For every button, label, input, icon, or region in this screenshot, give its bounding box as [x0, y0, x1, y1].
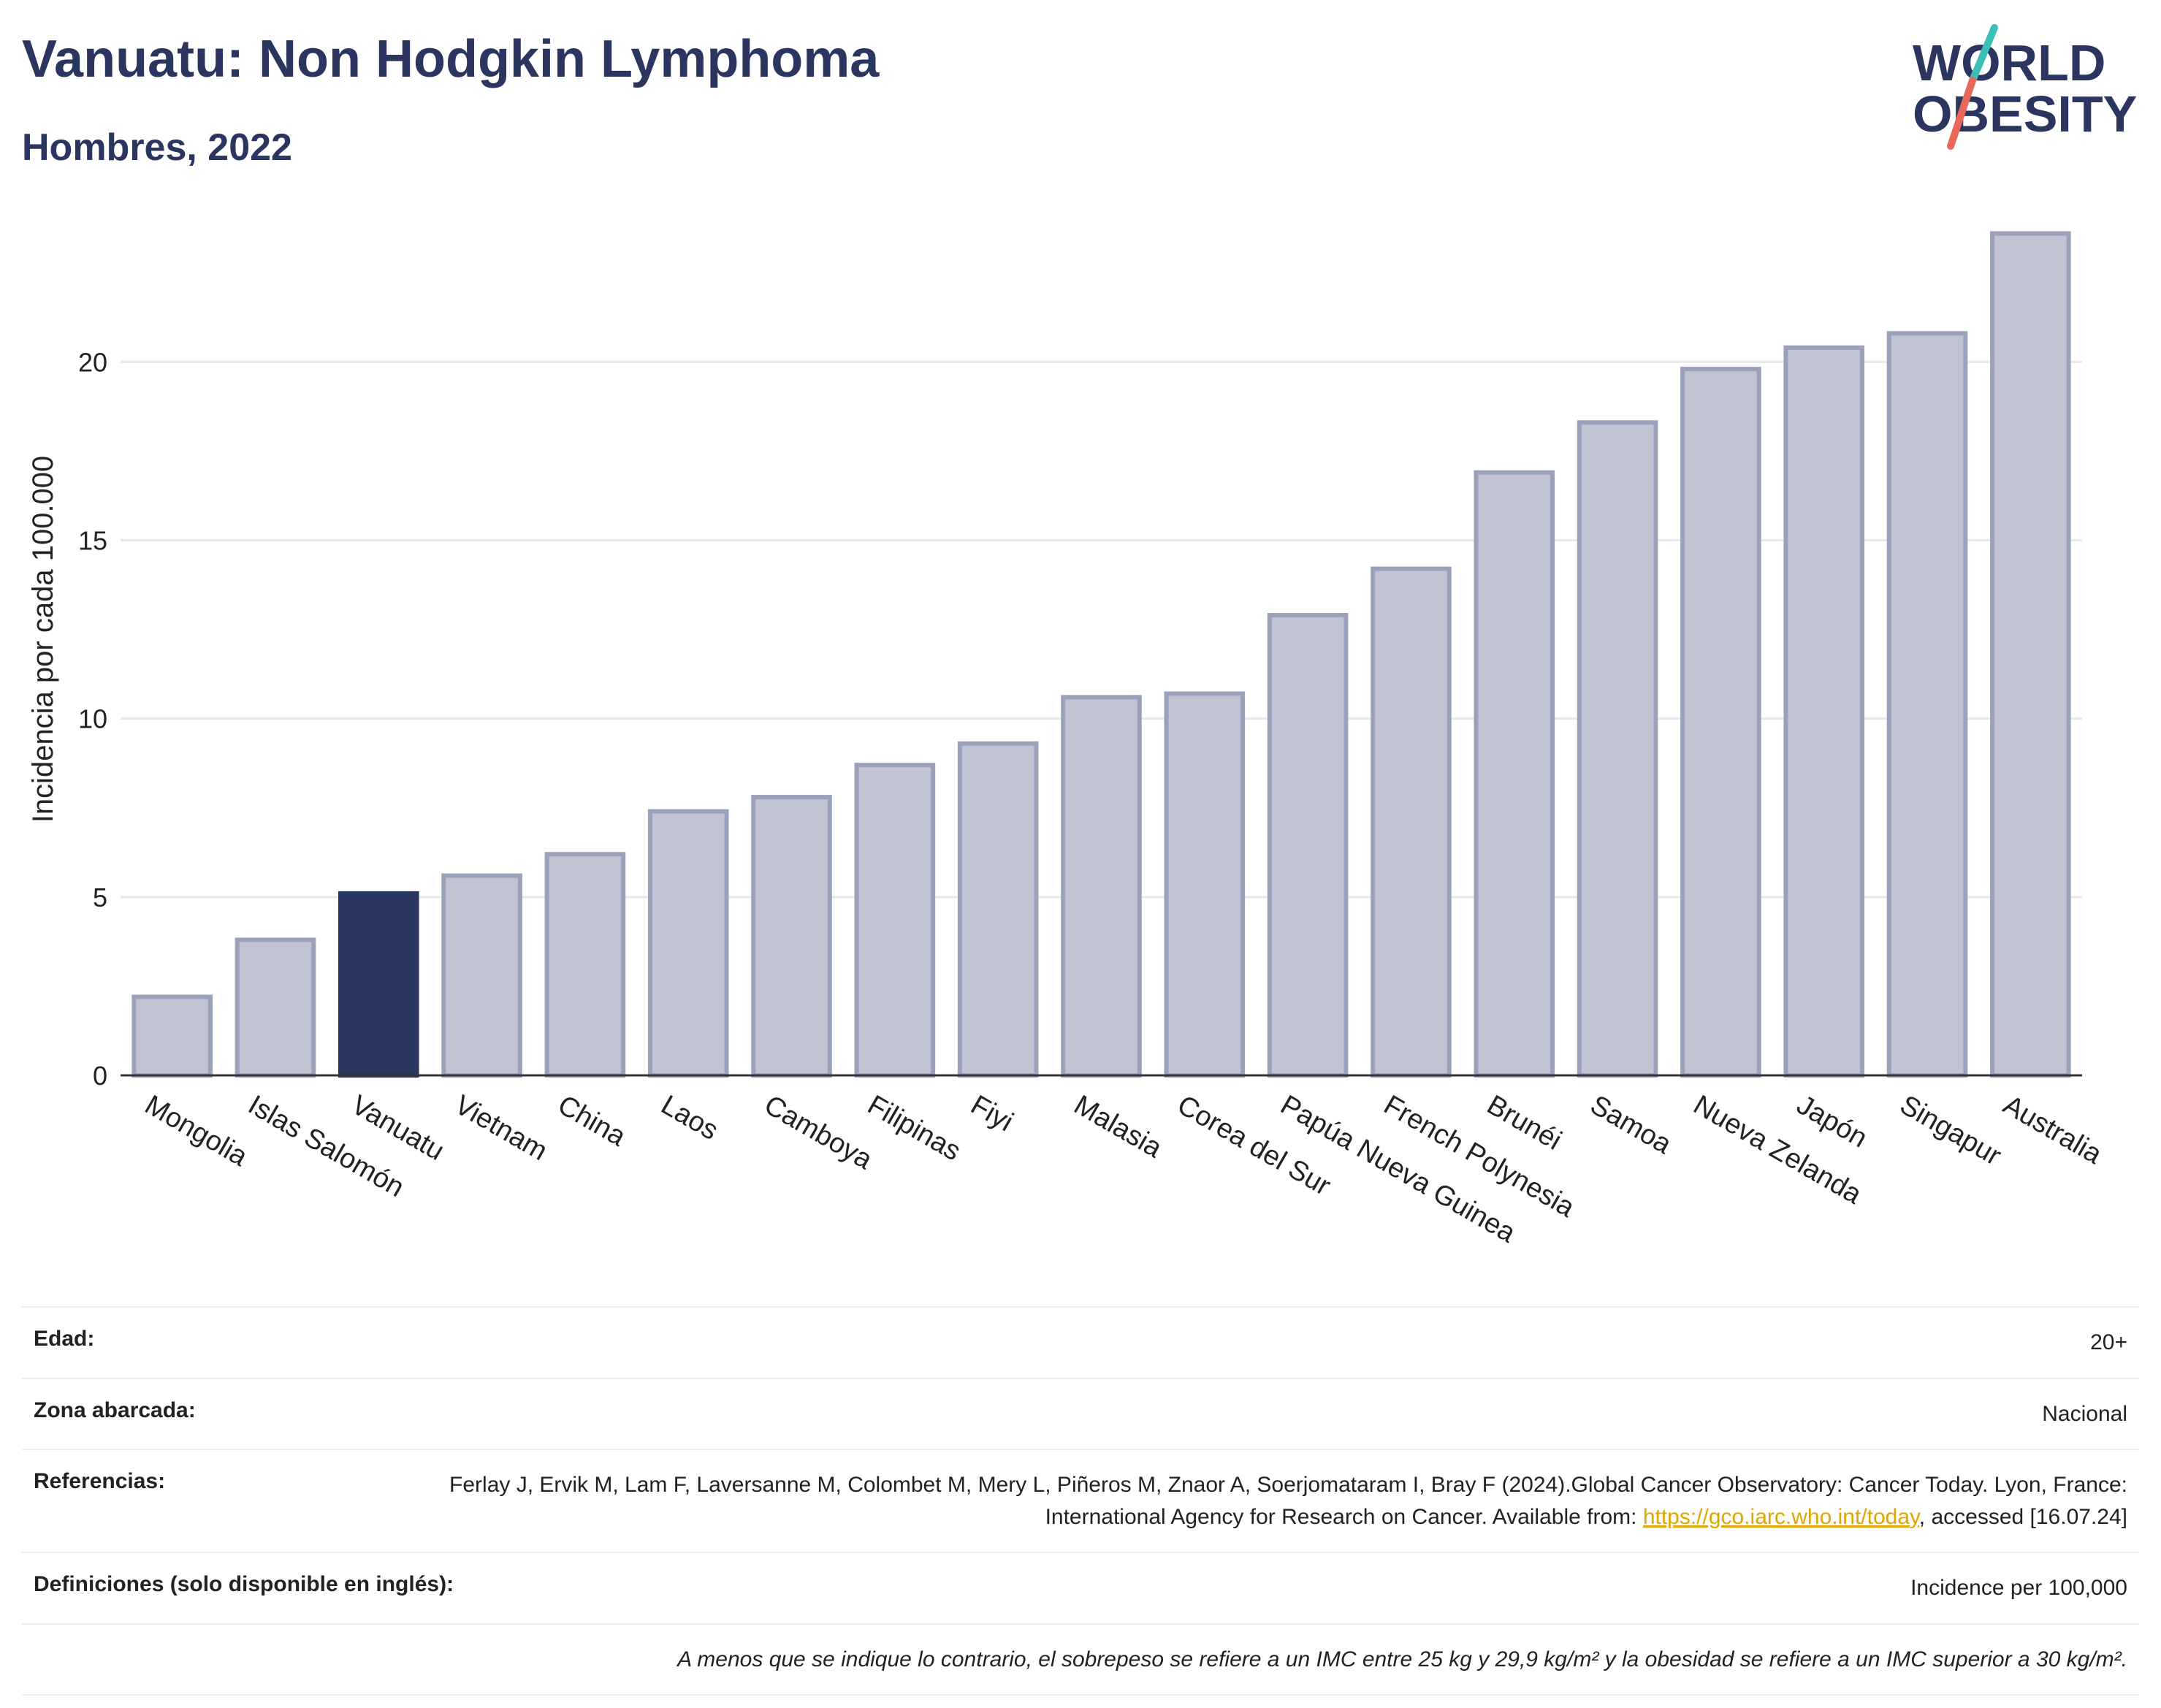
references-value: Ferlay J, Ervik M, Lam F, Laversanne M, …: [374, 1469, 2127, 1533]
bar-islas-salomón: [235, 937, 316, 1078]
y-tick-labels: 0 5 10 15 20: [78, 347, 107, 1091]
x-tick-label: Brunéi: [1482, 1089, 1566, 1156]
references-link[interactable]: https://gco.iarc.who.int/today: [1642, 1504, 1919, 1529]
bar-vanuatu: [338, 891, 419, 1078]
x-tick-label: China: [552, 1089, 631, 1152]
references-text-end: , accessed [16.07.24]: [1918, 1504, 2127, 1529]
age-value: 20+: [2090, 1330, 2127, 1354]
references-row: Referencias: Ferlay J, Ervik M, Lam F, L…: [22, 1449, 2139, 1552]
bar-nueva-zelanda: [1680, 367, 1761, 1078]
definitions-label: Definiciones (solo disponible en inglés)…: [34, 1572, 454, 1596]
bar-china: [544, 852, 626, 1078]
bar-camboya: [751, 795, 832, 1078]
footnote: A menos que se indique lo contrario, el …: [677, 1647, 2127, 1671]
note-row: A menos que se indique lo contrario, el …: [22, 1623, 2139, 1696]
bar-papúa-nueva-guinea: [1267, 613, 1349, 1078]
logo-line-1: WORLD: [1913, 34, 2105, 91]
x-tick-label: Nueva Zelanda: [1688, 1089, 1867, 1211]
bar-singapur: [1886, 331, 1968, 1078]
definitions-value: Incidence per 100,000: [1910, 1576, 2127, 1600]
logo-slash-bottom: [1947, 77, 1976, 150]
area-value: Nacional: [2042, 1401, 2127, 1426]
x-tick-label: Samoa: [1585, 1089, 1677, 1160]
x-tick-label: Filipinas: [862, 1089, 966, 1167]
bar-samoa: [1577, 420, 1658, 1078]
x-tick-label: Japón: [1791, 1089, 1872, 1154]
bar-french-polynesia: [1371, 566, 1452, 1078]
page-subtitle: Hombres, 2022: [22, 126, 292, 169]
x-tick-label: Singapur: [1895, 1089, 2007, 1172]
y-tick-label: 15: [78, 526, 107, 556]
bar-fiyi: [957, 741, 1039, 1078]
bar-filipinas: [854, 763, 936, 1078]
x-tick-label: Australia: [1998, 1089, 2108, 1170]
logo-line-2: OBESITY: [1913, 85, 2137, 142]
x-tick-label: Malasia: [1069, 1089, 1167, 1164]
area-label: Zona abarcada:: [34, 1398, 196, 1422]
bar-brunéi: [1474, 470, 1555, 1078]
definitions-row: Definiciones (solo disponible en inglés)…: [22, 1552, 2139, 1623]
bar-malasia: [1061, 695, 1142, 1078]
bar-australia: [1990, 231, 2071, 1078]
bar-mongolia: [132, 994, 213, 1078]
y-tick-label: 20: [78, 347, 107, 377]
y-tick-label: 10: [78, 704, 107, 734]
bars: [132, 231, 2071, 1078]
x-tick-label: Laos: [656, 1089, 723, 1146]
bar-laos: [647, 809, 729, 1078]
bar-vietnam: [441, 873, 522, 1078]
y-axis-label: Incidencia por cada 100.000: [27, 456, 59, 823]
x-tick-label: Camboya: [759, 1089, 878, 1175]
info-table: Edad: 20+ Zona abarcada: Nacional Refere…: [22, 1306, 2139, 1696]
age-label: Edad:: [34, 1327, 95, 1351]
x-tick-label: Fiyi: [966, 1089, 1018, 1137]
bar-japón: [1783, 345, 1864, 1078]
area-row: Zona abarcada: Nacional: [22, 1377, 2139, 1449]
references-label: Referencias:: [34, 1469, 166, 1493]
y-tick-label: 5: [93, 882, 107, 912]
x-tick-label: Vietnam: [449, 1089, 552, 1167]
world-obesity-logo: WORLD OBESITY: [1913, 24, 2137, 150]
page-title: Vanuatu: Non Hodgkin Lymphoma: [22, 30, 880, 88]
logo-slash-top: [1969, 24, 1998, 84]
references-text: Ferlay J, Ervik M, Lam F, Laversanne M, …: [449, 1473, 2127, 1529]
age-row: Edad: 20+: [22, 1306, 2139, 1378]
bar-corea-del-sur: [1164, 691, 1246, 1078]
x-tick-label: Mongolia: [140, 1089, 253, 1173]
y-tick-label: 0: [93, 1061, 107, 1091]
